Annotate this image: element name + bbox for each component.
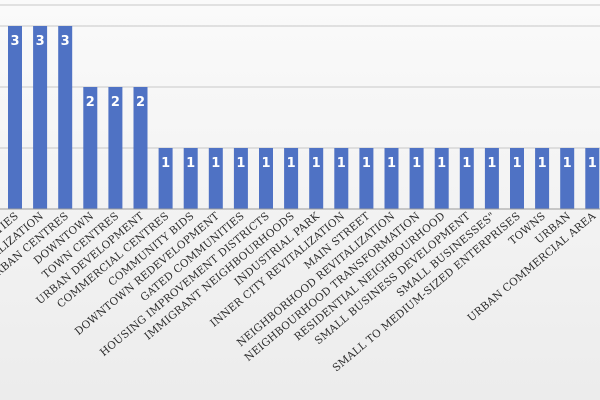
bar-14: [359, 148, 374, 209]
data-label-6: 1: [161, 156, 170, 171]
bar-4: [108, 87, 123, 209]
bar-19: [484, 148, 499, 209]
data-label-23: 1: [588, 156, 597, 171]
bar-2: [58, 26, 73, 209]
data-label-10: 1: [261, 156, 270, 171]
bar-21: [535, 148, 550, 209]
data-label-12: 1: [312, 156, 321, 171]
data-label-3: 2: [86, 95, 95, 110]
data-label-22: 1: [563, 156, 572, 171]
data-label-21: 1: [538, 156, 547, 171]
data-label-9: 1: [236, 156, 245, 171]
data-label-0: 3: [10, 34, 19, 49]
bar-3: [83, 87, 98, 209]
data-label-15: 1: [387, 156, 396, 171]
bar-18: [459, 148, 474, 209]
bar-23: [585, 148, 600, 209]
bar-10: [259, 148, 273, 209]
bar-8: [208, 148, 223, 209]
bar-13: [334, 148, 349, 209]
bar-16: [409, 148, 424, 209]
bar-0: [8, 26, 22, 209]
data-label-2: 3: [61, 34, 70, 49]
bar-6: [158, 148, 173, 209]
data-label-4: 2: [111, 95, 120, 110]
bar-15: [384, 148, 399, 209]
bar-7: [183, 148, 198, 209]
data-label-17: 1: [437, 156, 446, 171]
bar-1: [33, 26, 48, 209]
data-label-18: 1: [462, 156, 471, 171]
bar-22: [560, 148, 575, 209]
data-label-20: 1: [512, 156, 521, 171]
data-label-11: 1: [287, 156, 296, 171]
data-label-5: 2: [136, 95, 145, 110]
data-label-8: 1: [211, 156, 220, 171]
bar-5: [133, 87, 148, 209]
data-label-1: 3: [36, 34, 45, 49]
bar-9: [233, 148, 248, 209]
bar-17: [434, 148, 449, 209]
bar-20: [510, 148, 524, 209]
bar-12: [309, 148, 324, 209]
data-label-13: 1: [337, 156, 346, 171]
bar-11: [284, 148, 299, 209]
data-label-7: 1: [186, 156, 195, 171]
data-label-16: 1: [412, 156, 421, 171]
data-label-19: 1: [487, 156, 496, 171]
data-label-14: 1: [362, 156, 371, 171]
